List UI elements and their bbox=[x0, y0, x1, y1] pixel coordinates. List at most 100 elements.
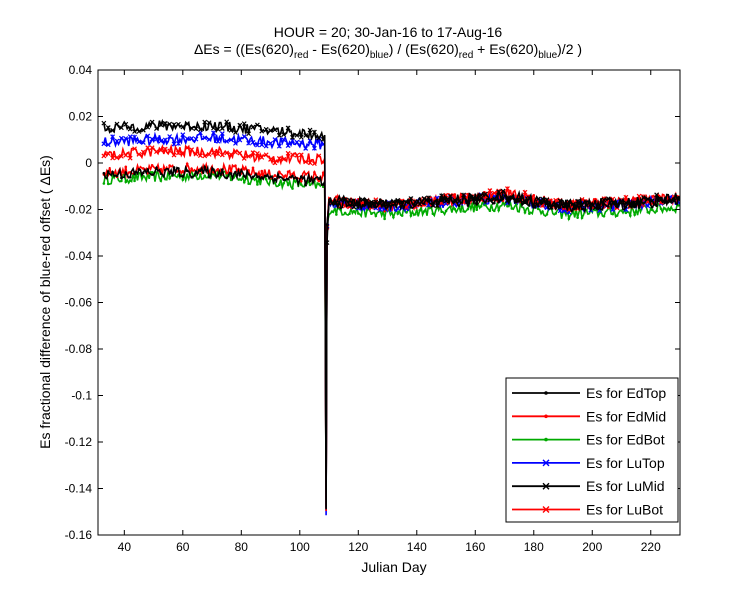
data-point bbox=[598, 211, 601, 215]
y-tick-label: -0.14 bbox=[65, 482, 93, 496]
data-point bbox=[655, 209, 658, 213]
data-point bbox=[128, 179, 132, 182]
data-point bbox=[237, 137, 243, 143]
data-point bbox=[184, 136, 190, 142]
data-point bbox=[352, 209, 356, 213]
data-point bbox=[146, 168, 150, 171]
data-point bbox=[431, 212, 435, 216]
data-point bbox=[150, 173, 154, 176]
data-point bbox=[418, 197, 422, 200]
data-point bbox=[395, 197, 401, 203]
data-point bbox=[228, 137, 234, 143]
legend-marker bbox=[544, 391, 548, 395]
data-point bbox=[124, 180, 128, 184]
data-point bbox=[224, 119, 230, 125]
data-point bbox=[484, 203, 487, 207]
data-point bbox=[149, 145, 155, 151]
data-point bbox=[532, 206, 536, 209]
data-point bbox=[317, 179, 321, 183]
data-point bbox=[233, 140, 238, 146]
data-point bbox=[124, 165, 128, 169]
data-point bbox=[181, 178, 185, 181]
data-point bbox=[101, 141, 107, 147]
data-point bbox=[497, 209, 500, 212]
data-point bbox=[526, 195, 532, 201]
data-point bbox=[294, 152, 300, 158]
data-point bbox=[159, 172, 163, 175]
data-point bbox=[377, 200, 383, 206]
data-point bbox=[246, 140, 252, 146]
data-point bbox=[273, 174, 277, 177]
data-point bbox=[620, 209, 623, 212]
data-point bbox=[571, 199, 575, 203]
legend-label: Es for LuBot bbox=[586, 502, 663, 518]
data-point bbox=[242, 180, 246, 184]
data-point bbox=[181, 175, 185, 178]
y-tick-label: -0.06 bbox=[65, 296, 93, 310]
data-point bbox=[202, 153, 208, 159]
data-point bbox=[238, 178, 242, 181]
data-point bbox=[110, 134, 116, 140]
y-tick-label: -0.16 bbox=[65, 528, 93, 542]
data-point bbox=[140, 149, 146, 155]
x-tick-label: 160 bbox=[465, 540, 485, 554]
data-point bbox=[513, 197, 519, 203]
data-point bbox=[417, 201, 423, 207]
data-point bbox=[356, 212, 360, 215]
subtitle-subscript: blue bbox=[538, 50, 557, 61]
data-point bbox=[264, 177, 268, 181]
data-point bbox=[298, 140, 304, 146]
data-point bbox=[313, 170, 316, 174]
data-point bbox=[278, 170, 281, 174]
data-point bbox=[671, 198, 677, 204]
data-point bbox=[220, 168, 224, 171]
data-point bbox=[356, 205, 360, 209]
data-point bbox=[457, 204, 461, 207]
data-point bbox=[281, 156, 287, 162]
data-point bbox=[185, 162, 189, 166]
data-point bbox=[167, 121, 173, 127]
data-point bbox=[307, 160, 313, 166]
data-point bbox=[250, 124, 256, 130]
data-point bbox=[150, 163, 154, 167]
legend-label: Es for EdMid bbox=[586, 408, 666, 424]
data-point bbox=[491, 196, 497, 202]
data-point bbox=[536, 207, 540, 211]
data-point bbox=[237, 122, 243, 128]
data-point bbox=[250, 139, 256, 145]
legend-label: Es for EdBot bbox=[586, 432, 665, 448]
x-tick-label: 220 bbox=[641, 540, 661, 554]
data-point bbox=[465, 199, 471, 205]
series-es-for-lumid bbox=[101, 118, 680, 508]
data-point bbox=[202, 135, 208, 141]
data-point bbox=[247, 172, 250, 176]
data-point bbox=[298, 134, 304, 140]
data-point bbox=[189, 147, 195, 153]
data-point bbox=[619, 200, 624, 205]
data-point bbox=[251, 175, 255, 179]
data-point bbox=[311, 161, 317, 166]
data-point bbox=[237, 150, 243, 156]
data-point bbox=[400, 214, 404, 217]
data-point bbox=[668, 208, 672, 212]
subtitle-subscript: red bbox=[294, 50, 308, 61]
data-point bbox=[228, 127, 234, 133]
data-point bbox=[523, 211, 527, 214]
data-point bbox=[101, 153, 107, 159]
data-point bbox=[623, 200, 629, 206]
data-point bbox=[278, 176, 281, 179]
series-line bbox=[103, 168, 679, 510]
data-point bbox=[233, 149, 238, 155]
data-point bbox=[285, 143, 291, 149]
data-point bbox=[641, 195, 646, 200]
data-point bbox=[303, 132, 309, 138]
data-point bbox=[605, 196, 611, 202]
data-point bbox=[137, 168, 141, 171]
data-point bbox=[206, 151, 212, 157]
data-point bbox=[580, 207, 584, 211]
data-point bbox=[540, 196, 545, 202]
data-point bbox=[159, 179, 163, 183]
legend-entry: Es for EdTop bbox=[512, 385, 666, 401]
data-point bbox=[291, 187, 294, 190]
data-point bbox=[662, 200, 668, 205]
